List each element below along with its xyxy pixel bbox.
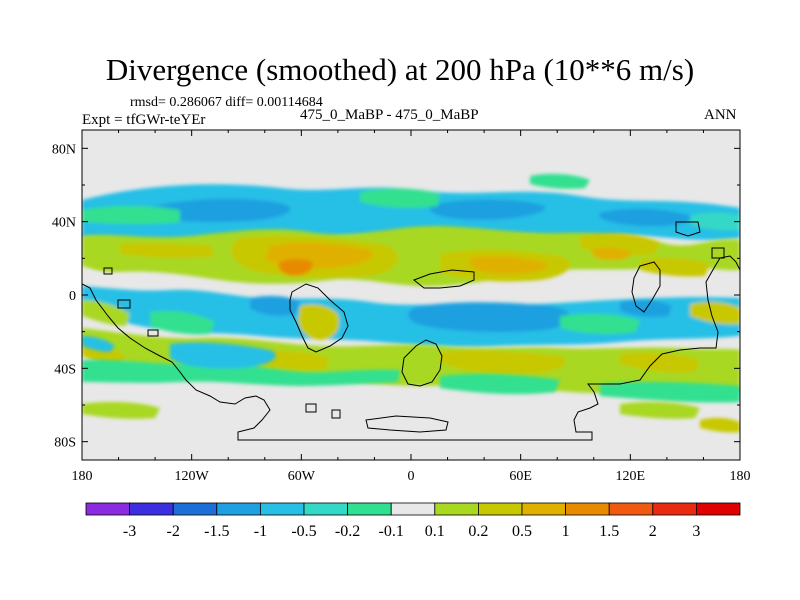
colorbar: -3 -2 -1.5 -1 -0.5 -0.2 -0.1 0.1 0.2 0.5 1 1.5 2 3 xyxy=(85,502,741,540)
x-tick-label: 180 xyxy=(72,469,93,484)
colorbar-label: -0.1 xyxy=(379,523,404,540)
x-tick-label: 60W xyxy=(288,469,316,484)
colorbar-swatch xyxy=(652,502,697,516)
colorbar-label: -1 xyxy=(254,523,267,540)
x-tick-label: 120W xyxy=(175,469,210,484)
colorbar-swatch xyxy=(347,502,392,516)
colorbar-swatch xyxy=(129,502,174,516)
colorbar-swatch xyxy=(259,502,305,516)
y-tick-label: 40N xyxy=(52,216,76,231)
colorbar-swatch xyxy=(172,502,218,516)
colorbar-label: 2 xyxy=(649,523,657,540)
colorbar-label: 0.2 xyxy=(468,523,488,540)
period-label: ANN xyxy=(704,107,737,123)
colorbar-label: -0.2 xyxy=(335,523,360,540)
colorbar-swatch xyxy=(434,502,479,516)
stats-line: rmsd= 0.286067 diff= 0.00114684 xyxy=(130,95,323,110)
axes: 180 120W 60W 0 60E 120E 180 80N 40N 0 40S 80S xyxy=(52,130,751,484)
colorbar-swatch xyxy=(608,502,654,516)
colorbar-label: 1 xyxy=(562,523,570,540)
x-tick-label: 60E xyxy=(509,469,532,484)
y-tick-label: 40S xyxy=(54,362,76,377)
colorbar-label: -3 xyxy=(123,523,136,540)
x-tick-label: 180 xyxy=(730,469,751,484)
y-tick-label: 80N xyxy=(52,142,76,157)
chart-title: Divergence (smoothed) at 200 hPa (10**6 … xyxy=(105,52,695,87)
y-tick-label: 80S xyxy=(54,436,76,451)
field-layer xyxy=(82,173,740,433)
x-tick-label: 0 xyxy=(408,469,415,484)
colorbar-swatch xyxy=(216,502,261,516)
y-tick-label: 0 xyxy=(69,289,76,304)
colorbar-label: -2 xyxy=(167,523,180,540)
x-tick-label: 120E xyxy=(616,469,646,484)
colorbar-swatch xyxy=(477,502,523,516)
colorbar-swatch xyxy=(521,502,566,516)
colorbar-swatch xyxy=(390,502,436,516)
colorbar-label: 0.5 xyxy=(512,523,532,540)
colorbar-swatch xyxy=(85,502,130,516)
colorbar-swatch xyxy=(565,502,610,516)
experiment-label: Expt = tfGWr-teYEr xyxy=(82,112,206,128)
colorbar-swatch xyxy=(303,502,348,516)
colorbar-label: 0.1 xyxy=(425,523,445,540)
case-label: 475_0_MaBP - 475_0_MaBP xyxy=(300,107,479,123)
coastlines xyxy=(82,221,740,441)
colorbar-label: -0.5 xyxy=(291,523,316,540)
colorbar-label: 1.5 xyxy=(599,523,619,540)
colorbar-label: 3 xyxy=(692,523,700,540)
colorbar-swatch xyxy=(696,502,741,516)
colorbar-label: -1.5 xyxy=(204,523,229,540)
